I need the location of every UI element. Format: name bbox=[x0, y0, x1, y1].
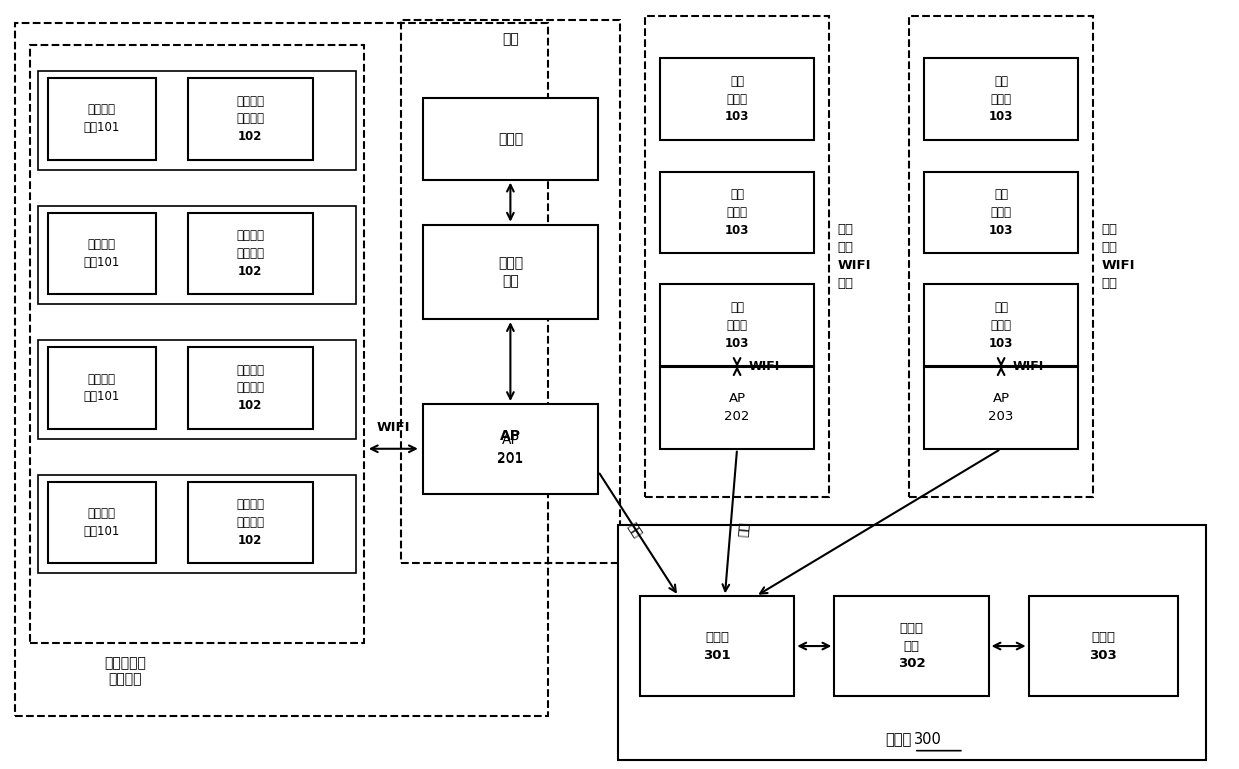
Text: 监护仪: 监护仪 bbox=[726, 318, 747, 331]
Text: 103: 103 bbox=[725, 111, 750, 124]
Text: 无线宫缩: 无线宫缩 bbox=[237, 95, 264, 108]
Text: 102: 102 bbox=[238, 534, 263, 547]
FancyBboxPatch shape bbox=[187, 78, 313, 160]
FancyBboxPatch shape bbox=[834, 596, 989, 696]
FancyBboxPatch shape bbox=[924, 171, 1078, 254]
FancyBboxPatch shape bbox=[660, 367, 814, 449]
FancyBboxPatch shape bbox=[38, 474, 356, 574]
Text: 探头101: 探头101 bbox=[84, 256, 120, 269]
Text: 301: 301 bbox=[704, 648, 731, 661]
Text: 监护仪: 监护仪 bbox=[991, 206, 1011, 219]
FancyBboxPatch shape bbox=[924, 367, 1078, 449]
FancyBboxPatch shape bbox=[38, 205, 356, 305]
FancyBboxPatch shape bbox=[38, 72, 356, 170]
Text: 103: 103 bbox=[725, 337, 750, 350]
Text: 303: 303 bbox=[1089, 648, 1118, 661]
Text: 无线超声: 无线超声 bbox=[88, 104, 116, 116]
Text: 显示器: 显示器 bbox=[498, 132, 523, 146]
Text: 胎儿: 胎儿 bbox=[730, 188, 745, 201]
Text: 胎儿: 胎儿 bbox=[730, 301, 745, 314]
Text: 302: 302 bbox=[897, 657, 926, 671]
FancyBboxPatch shape bbox=[1028, 596, 1178, 696]
FancyBboxPatch shape bbox=[660, 285, 814, 366]
Text: 压力探头: 压力探头 bbox=[237, 381, 264, 394]
FancyBboxPatch shape bbox=[660, 58, 814, 140]
FancyBboxPatch shape bbox=[422, 225, 598, 319]
Text: WIFI: WIFI bbox=[377, 421, 410, 434]
Text: 计算机: 计算机 bbox=[900, 621, 923, 634]
Text: 显示器: 显示器 bbox=[1092, 631, 1115, 644]
Text: 300: 300 bbox=[914, 731, 942, 747]
Text: 交换机: 交换机 bbox=[705, 631, 729, 644]
Text: 203: 203 bbox=[989, 411, 1014, 424]
Text: 监护仪: 监护仪 bbox=[991, 92, 1011, 105]
Text: AP: AP bbox=[992, 392, 1010, 405]
Text: 无线宫缩: 无线宫缩 bbox=[237, 364, 264, 377]
Text: WIFI: WIFI bbox=[1014, 360, 1044, 373]
Text: 无线宫缩: 无线宫缩 bbox=[237, 229, 264, 242]
Text: AP: AP bbox=[502, 433, 519, 447]
FancyBboxPatch shape bbox=[38, 340, 356, 439]
Text: 103: 103 bbox=[725, 224, 750, 237]
FancyBboxPatch shape bbox=[187, 347, 313, 429]
FancyBboxPatch shape bbox=[48, 347, 156, 429]
Text: 有线: 有线 bbox=[735, 522, 750, 538]
FancyBboxPatch shape bbox=[639, 596, 794, 696]
Text: 202: 202 bbox=[725, 411, 750, 424]
FancyBboxPatch shape bbox=[422, 98, 598, 180]
Text: 主机: 主机 bbox=[502, 274, 519, 288]
Text: 103: 103 bbox=[989, 111, 1014, 124]
Text: 胎儿: 胎儿 bbox=[994, 75, 1009, 88]
Text: 监护仪: 监护仪 bbox=[726, 92, 747, 105]
Text: 计算机: 计算机 bbox=[498, 256, 523, 270]
Text: 胎儿: 胎儿 bbox=[730, 75, 745, 88]
Text: 压力探头: 压力探头 bbox=[237, 516, 264, 529]
Text: 压力探头: 压力探头 bbox=[237, 247, 264, 260]
Text: 压力探头: 压力探头 bbox=[237, 112, 264, 125]
Text: 监护仪: 监护仪 bbox=[991, 318, 1011, 331]
Text: 无线超声: 无线超声 bbox=[88, 238, 116, 251]
FancyBboxPatch shape bbox=[924, 285, 1078, 366]
Text: 探头101: 探头101 bbox=[84, 122, 120, 135]
Text: 探头101: 探头101 bbox=[84, 391, 120, 404]
Text: 103: 103 bbox=[989, 224, 1014, 237]
Text: 胎儿: 胎儿 bbox=[994, 188, 1009, 201]
Text: 无线超声: 无线超声 bbox=[88, 372, 116, 385]
FancyBboxPatch shape bbox=[924, 58, 1078, 140]
FancyBboxPatch shape bbox=[48, 481, 156, 564]
Text: WIFI: WIFI bbox=[750, 360, 781, 373]
Text: 无线超声: 无线超声 bbox=[88, 507, 116, 520]
Text: 102: 102 bbox=[238, 265, 263, 278]
Text: 台车: 台车 bbox=[502, 32, 519, 46]
Text: 无线宫缩: 无线宫缩 bbox=[237, 498, 264, 511]
Text: 第二
胎监
WIFI
环境: 第二 胎监 WIFI 环境 bbox=[1101, 223, 1135, 290]
Text: 103: 103 bbox=[989, 337, 1014, 350]
Text: AP: AP bbox=[499, 429, 520, 443]
Text: AP: AP bbox=[729, 392, 746, 405]
FancyBboxPatch shape bbox=[187, 212, 313, 295]
FancyBboxPatch shape bbox=[48, 78, 156, 160]
Text: 主机: 主机 bbox=[903, 640, 919, 653]
Text: 第一
胎监
WIFI
环境: 第一 胎监 WIFI 环境 bbox=[838, 223, 871, 290]
FancyBboxPatch shape bbox=[187, 481, 313, 564]
Text: 102: 102 bbox=[238, 399, 263, 412]
Text: 201: 201 bbox=[497, 451, 524, 466]
Text: 102: 102 bbox=[238, 131, 263, 143]
FancyBboxPatch shape bbox=[618, 525, 1206, 760]
FancyBboxPatch shape bbox=[660, 171, 814, 254]
Text: 胎儿: 胎儿 bbox=[994, 301, 1009, 314]
FancyBboxPatch shape bbox=[422, 404, 598, 494]
Text: 多床位胎儿
监护系统: 多床位胎儿 监护系统 bbox=[104, 656, 146, 686]
Text: 201: 201 bbox=[497, 451, 524, 464]
Text: 弱电: 弱电 bbox=[624, 521, 643, 540]
Text: 监护仪: 监护仪 bbox=[726, 206, 747, 219]
Text: 探头101: 探头101 bbox=[84, 525, 120, 538]
Text: 中央站: 中央站 bbox=[886, 731, 912, 747]
FancyBboxPatch shape bbox=[48, 212, 156, 295]
